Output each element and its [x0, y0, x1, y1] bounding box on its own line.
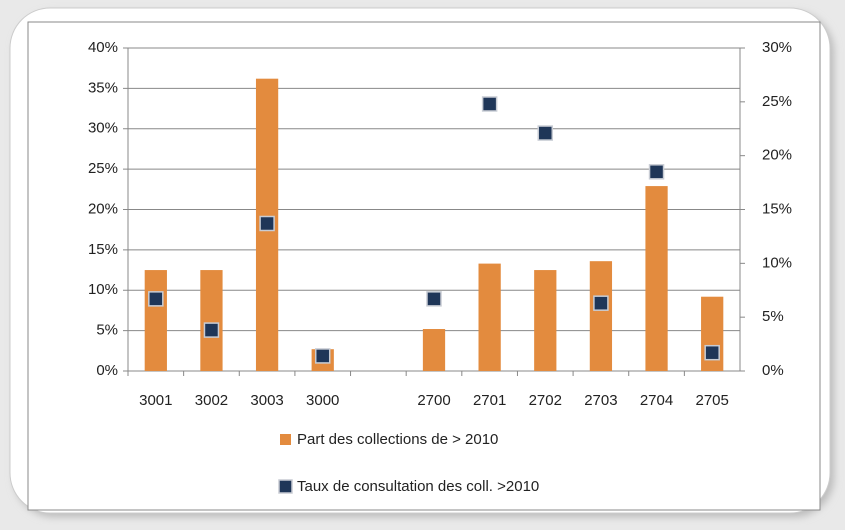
- x-tick-label: 2703: [584, 392, 617, 409]
- x-tick-label: 3001: [139, 392, 172, 409]
- y-tick-label: 30%: [88, 120, 118, 137]
- marker: [259, 215, 275, 232]
- y2-tick-label: 10%: [762, 254, 792, 271]
- y2-tick-label: 20%: [762, 147, 792, 164]
- bar: [645, 186, 668, 371]
- x-tick-label: 2700: [417, 392, 450, 409]
- y2-tick-label: 25%: [762, 93, 792, 110]
- marker: [148, 291, 164, 307]
- bar: [589, 261, 613, 371]
- y-tick-label: 35%: [88, 79, 118, 96]
- y2-tick-label: 0%: [762, 362, 784, 379]
- x-tick-label: 2705: [695, 392, 728, 409]
- marker: [704, 344, 720, 361]
- y2-tick-label: 30%: [762, 39, 792, 56]
- marker: [648, 164, 665, 180]
- chart-frame: [27, 21, 821, 511]
- x-tick-label: 3002: [195, 392, 228, 409]
- y-tick-label: 15%: [88, 241, 118, 258]
- bar: [422, 329, 446, 371]
- x-tick-label: 3000: [306, 392, 339, 409]
- legend-label: Part des collections de > 2010: [297, 431, 498, 448]
- bar: [478, 263, 501, 371]
- marker: [537, 125, 554, 141]
- y-tick-label: 40%: [88, 39, 118, 56]
- marker: [314, 348, 331, 364]
- marker: [481, 96, 498, 112]
- y2-tick-label: 5%: [762, 308, 784, 325]
- y-tick-label: 0%: [96, 362, 118, 379]
- bar: [534, 270, 557, 371]
- x-tick-label: 2701: [473, 392, 506, 409]
- marker: [426, 291, 442, 307]
- y2-tick-label: 15%: [762, 200, 792, 217]
- x-tick-label: 2702: [529, 392, 562, 409]
- marker: [203, 322, 220, 338]
- x-tick-label: 3003: [250, 392, 283, 409]
- legend-swatch: [278, 479, 293, 494]
- x-tick-label: 2704: [640, 392, 673, 409]
- legend-label: Taux de consultation des coll. >2010: [297, 478, 539, 495]
- y-tick-label: 25%: [88, 160, 118, 177]
- bar: [144, 270, 167, 371]
- y-tick-label: 10%: [88, 281, 118, 298]
- y-tick-label: 20%: [88, 200, 118, 217]
- y-tick-label: 5%: [96, 322, 118, 339]
- legend-swatch: [280, 434, 291, 445]
- bar: [200, 270, 223, 371]
- marker: [593, 295, 609, 311]
